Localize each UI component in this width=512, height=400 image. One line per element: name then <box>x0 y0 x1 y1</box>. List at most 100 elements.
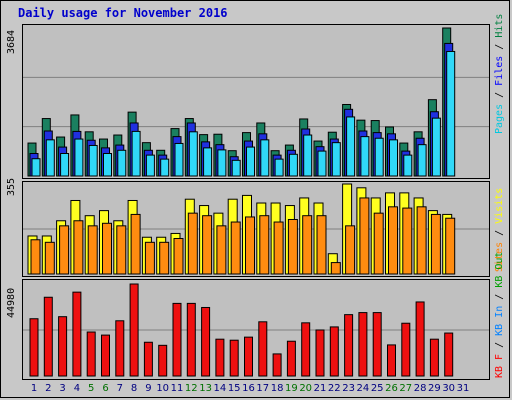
kbf-bar <box>72 291 82 377</box>
day-label: 29 <box>428 383 441 394</box>
sites-bar <box>388 206 398 275</box>
pages-bar <box>117 149 127 177</box>
kbf-bar <box>101 334 110 377</box>
day-label: 14 <box>213 383 227 394</box>
kbf-bar <box>29 318 39 377</box>
pages-bar <box>60 153 70 177</box>
sites-bar <box>330 262 341 275</box>
pages-bar <box>288 153 298 177</box>
kbf-bar <box>401 322 411 377</box>
sites-bar <box>130 213 141 275</box>
kbf-bar <box>143 341 153 377</box>
day-label: 11 <box>170 383 184 394</box>
kbf-bar <box>86 331 96 377</box>
day-label: 16 <box>242 383 255 394</box>
sites-bar <box>359 197 370 275</box>
sites-bar <box>245 216 255 275</box>
pages-bar <box>360 136 370 177</box>
sites-bar <box>73 220 84 275</box>
kbf-bar <box>444 332 454 377</box>
sites-bar <box>345 225 356 275</box>
pages-bar <box>231 159 241 177</box>
sites-bar <box>173 238 184 275</box>
sites-bar <box>259 215 270 275</box>
pages-bar <box>274 158 284 177</box>
pages-bar <box>203 147 213 177</box>
pages-bar <box>417 144 427 177</box>
kbf-bar <box>387 344 396 377</box>
pages-bar <box>188 131 198 177</box>
day-label: 3 <box>59 383 66 394</box>
pages-bar <box>174 142 184 177</box>
day-label: 30 <box>442 383 456 394</box>
day-label: 31 <box>456 383 470 394</box>
sites-bar <box>59 225 70 275</box>
day-label: 6 <box>102 383 109 394</box>
pages-bar <box>346 116 356 177</box>
kbf-bar <box>158 344 168 377</box>
kbf-bar <box>286 340 296 377</box>
kbf-bar <box>58 316 68 377</box>
pages-bar <box>260 139 270 177</box>
sites-bar <box>87 225 98 275</box>
day-label: 19 <box>285 383 298 394</box>
day-label: 7 <box>116 383 123 394</box>
kbf-bar <box>258 321 268 377</box>
kbf-bar <box>186 302 196 377</box>
sites-bar <box>316 215 327 275</box>
pages-bar <box>103 153 112 177</box>
kbf-bar <box>415 301 425 377</box>
kbf-bar <box>272 353 282 377</box>
day-label: 12 <box>184 383 198 394</box>
pages-bar <box>160 158 170 177</box>
kbf-bar <box>429 338 439 377</box>
kbf-bar <box>301 322 311 377</box>
day-label: 18 <box>270 383 284 394</box>
pages-bar <box>74 138 84 177</box>
pages-bar <box>446 50 456 177</box>
day-label: 25 <box>370 383 384 394</box>
pages-bar <box>217 149 227 177</box>
sites-bar <box>416 206 427 275</box>
day-label: 13 <box>199 383 212 394</box>
day-label: 9 <box>145 383 152 394</box>
kbf-bar <box>372 312 382 377</box>
kbf-bar <box>172 302 182 377</box>
day-label: 4 <box>73 383 81 394</box>
day-label: 15 <box>227 383 241 394</box>
kbf-bar <box>201 306 211 377</box>
sites-bar <box>273 221 284 275</box>
pages-bar <box>374 137 384 177</box>
sites-bar <box>230 221 241 275</box>
day-label: 1 <box>30 383 38 394</box>
pages-bar <box>331 142 341 177</box>
day-label: 28 <box>413 383 427 394</box>
pages-bar <box>246 146 255 177</box>
sites-bar <box>216 225 227 275</box>
day-label: 20 <box>299 383 313 394</box>
day-label: 5 <box>88 383 95 394</box>
day-label: 17 <box>256 383 270 394</box>
day-label: 8 <box>130 383 138 394</box>
graph-title: Daily usage for November 2016 <box>18 6 228 20</box>
kbf-bar <box>244 336 253 377</box>
pages-bar <box>389 139 398 177</box>
kbf-bar <box>358 312 368 377</box>
pages-bar <box>31 158 41 177</box>
pages-bar <box>303 134 313 177</box>
pages-bar <box>431 117 441 177</box>
pages-bar <box>403 154 413 177</box>
sites-bar <box>187 212 198 275</box>
sites-bar <box>402 207 413 275</box>
sites-bar <box>430 213 441 275</box>
sites-bar <box>30 239 41 275</box>
day-label: 27 <box>399 383 413 394</box>
pages-bar <box>45 139 55 177</box>
sites-bar <box>287 218 298 275</box>
sites-bar <box>373 212 384 275</box>
sites-bar <box>116 225 127 275</box>
kbf-bar <box>115 320 125 377</box>
day-label: 22 <box>327 383 341 394</box>
